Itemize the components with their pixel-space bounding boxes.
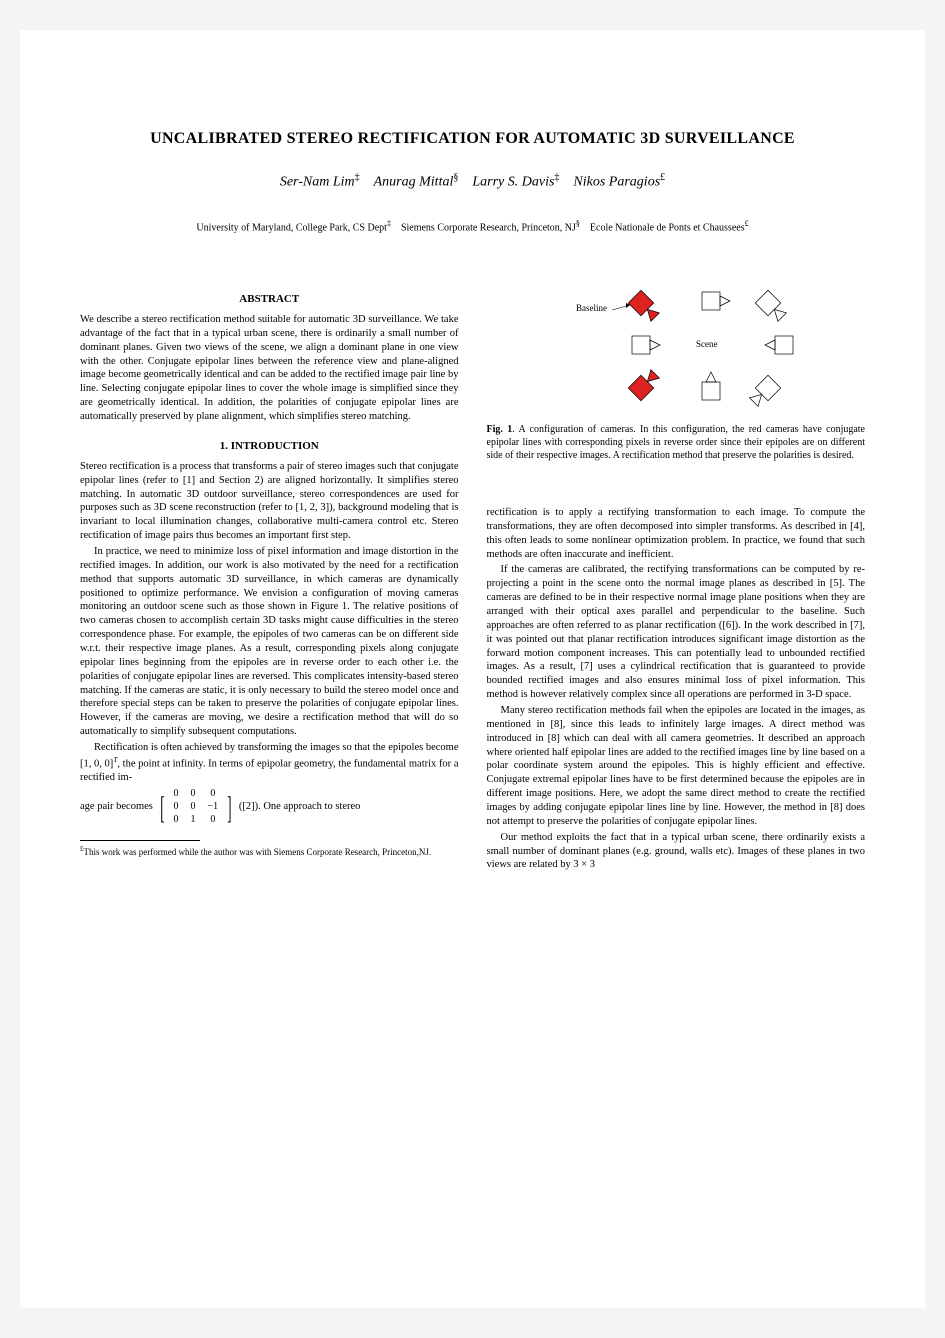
intro-paragraph-3: Rectification is often achieved by trans… xyxy=(80,741,459,785)
figure-1-svg: Baseline Scene xyxy=(546,283,806,413)
figure-1: Baseline Scene Fig. 1. A configuration o… xyxy=(487,283,866,462)
col2-paragraph-3: Many stereo rectification methods fail w… xyxy=(487,704,866,829)
intro-paragraph-1: Stereo rectification is a process that t… xyxy=(80,460,459,543)
affiliations-line: University of Maryland, College Park, CS… xyxy=(80,219,865,233)
col2-paragraph-2: If the cameras are calibrated, the recti… xyxy=(487,563,866,702)
abstract-text: We describe a stereo rectification metho… xyxy=(80,313,459,424)
matrix-line: age pair becomes [ 000 00−1 010 ] ([2]).… xyxy=(80,787,459,826)
matrix-suffix: ([2]). One approach to stereo xyxy=(239,800,361,814)
right-column: Baseline Scene Fig. 1. A configuration o… xyxy=(487,283,866,874)
footnote-rule xyxy=(80,840,200,841)
paper-title: UNCALIBRATED STEREO RECTIFICATION FOR AU… xyxy=(80,130,865,148)
matrix-table: 000 00−1 010 xyxy=(168,787,225,826)
abstract-heading: ABSTRACT xyxy=(80,293,459,305)
intro-paragraph-2: In practice, we need to minimize loss of… xyxy=(80,545,459,739)
fundamental-matrix: [ 000 00−1 010 ] xyxy=(157,787,235,826)
figure-scene-label: Scene xyxy=(696,339,718,349)
figure-baseline-label: Baseline xyxy=(576,303,607,313)
paper-page: UNCALIBRATED STEREO RECTIFICATION FOR AU… xyxy=(20,30,925,1308)
introduction-heading: 1. INTRODUCTION xyxy=(80,440,459,452)
matrix-prefix: age pair becomes xyxy=(80,800,153,814)
authors-line: Ser-Nam Lim‡ Anurag Mittal§ Larry S. Dav… xyxy=(80,172,865,191)
figure-1-caption: Fig. 1. A configuration of cameras. In t… xyxy=(487,423,866,462)
col2-paragraph-4: Our method exploits the fact that in a t… xyxy=(487,831,866,873)
two-column-layout: ABSTRACT We describe a stereo rectificat… xyxy=(80,283,865,874)
col2-paragraph-1: rectification is to apply a rectifying t… xyxy=(487,506,866,561)
left-column: ABSTRACT We describe a stereo rectificat… xyxy=(80,283,459,874)
footnote-text: £This work was performed while the autho… xyxy=(80,845,459,858)
